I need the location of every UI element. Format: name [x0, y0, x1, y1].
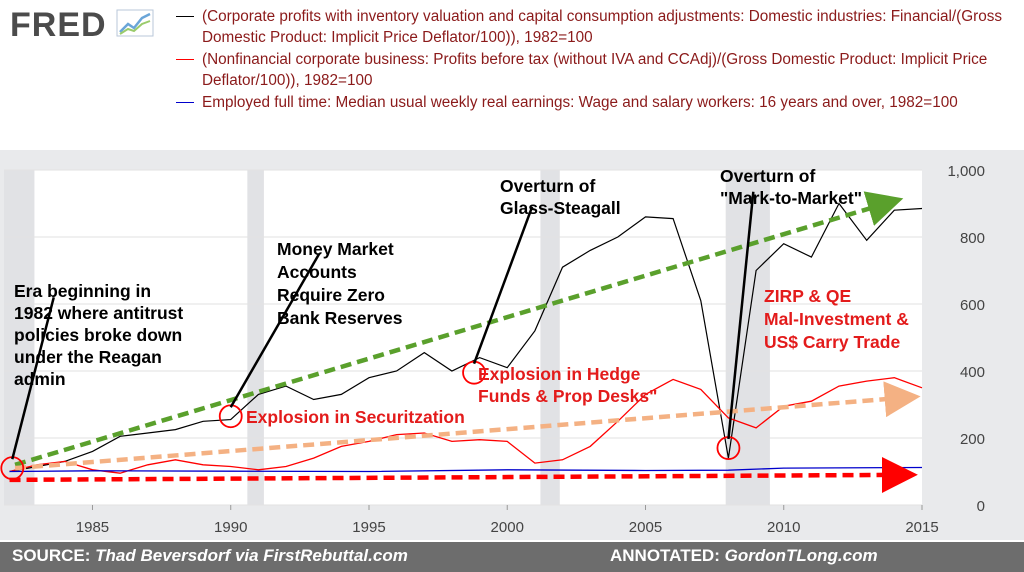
chart-area: 1985 1990 1995 2000 2005 2010 2015 0 200 400 600 80… [0, 150, 1024, 540]
source-label: SOURCE: [12, 546, 91, 565]
annotation-text: Bank Reserves [277, 308, 403, 328]
axis-ticks: 1985 1990 1995 2000 2005 2010 2015 0 200 400 600 80… [76, 163, 985, 536]
x-tick-label: 2000 [491, 519, 524, 536]
annotation-text: under the Reagan [14, 347, 162, 367]
annotation-text: Glass-Steagall [500, 198, 621, 218]
trend-arrow [14, 191, 904, 467]
y-tick-label: 400 [960, 364, 985, 381]
y-tick-label: 200 [960, 431, 985, 448]
annotation-text: Overturn of [720, 166, 815, 186]
annotated-label: ANNOTATED: [610, 546, 720, 565]
fred-logo: FRED [10, 6, 107, 44]
callout-line [229, 253, 321, 408]
legend-item: Employed full time: Median usual weekly … [176, 92, 1016, 113]
legend-label: Employed full time: Median usual weekly … [202, 94, 958, 111]
legend-item: (Nonfinancial corporate business: Profit… [176, 49, 1016, 91]
chart-footer: SOURCE: Thad Beversdorf via FirstRebutta… [0, 542, 1024, 572]
callout-line [727, 191, 755, 440]
annotation-text: policies broke down [14, 325, 182, 345]
trend-arrow [9, 456, 918, 493]
trend-arrow [14, 381, 921, 471]
annotation-text: Mal-Investment & [764, 309, 909, 329]
annotation-text: Explosion in Securitzation [246, 407, 465, 427]
callout-line [472, 206, 534, 365]
chart-legend: (Corporate profits with inventory valuat… [176, 6, 1016, 114]
annotation-era-1982: Era beginning in 1982 where antitrust po… [14, 281, 183, 389]
legend-item: (Corporate profits with inventory valuat… [176, 6, 1016, 48]
annotation-hedge-funds: Explosion in Hedge Funds & Prop Desks" [478, 364, 657, 406]
annotation-text: "Mark-to-Market" [720, 188, 862, 208]
x-tick-label: 1995 [352, 519, 385, 536]
legend-swatch-black [176, 16, 194, 17]
recession-band [725, 170, 770, 505]
annotation-securitization: Explosion in Securitzation [246, 407, 465, 427]
series-line [9, 377, 923, 474]
annotation-text: admin [14, 369, 66, 389]
source-text: Thad Beversdorf via FirstRebuttal.com [95, 546, 408, 565]
trend-arrows [9, 191, 921, 493]
annotation-money-market: Money Market Accounts Require Zero Bank … [277, 239, 403, 328]
recession-band [247, 170, 264, 505]
series-line [9, 466, 923, 473]
annotation-glass-steagall: Overturn of Glass-Steagall [500, 176, 621, 218]
annotation-text: Money Market [277, 239, 394, 259]
x-tick-label: 1990 [214, 519, 247, 536]
footer-annotated: ANNOTATED: GordonTLong.com [610, 546, 878, 566]
x-tick-label: 2010 [767, 519, 800, 536]
annotation-text: ZIRP & QE [764, 286, 851, 306]
annotation-mark-to-market: Overturn of "Mark-to-Market" [720, 166, 862, 208]
chart-svg: 1985 1990 1995 2000 2005 2010 2015 0 200 400 600 80… [0, 163, 985, 536]
annotation-text: Accounts [277, 262, 357, 282]
annotated-text: GordonTLong.com [724, 546, 878, 565]
callout-line [11, 296, 55, 460]
recession-band [4, 170, 35, 505]
annotation-text: Require Zero [277, 285, 385, 305]
y-tick-label: 1,000 [947, 163, 985, 180]
x-tick-label: 2005 [629, 519, 662, 536]
legend-label: (Nonfinancial corporate business: Profit… [202, 51, 988, 89]
annotation-text: Era beginning in [14, 281, 151, 301]
annotation-text: US$ Carry Trade [764, 332, 900, 352]
callout-lines [11, 191, 755, 460]
legend-swatch-red [176, 59, 194, 60]
legend-swatch-blue [176, 102, 194, 103]
y-tick-label: 0 [977, 498, 985, 515]
recession-bands [4, 170, 770, 505]
annotation-zirp-qe: ZIRP & QE Mal-Investment & US$ Carry Tra… [764, 286, 909, 352]
annotation-text: Funds & Prop Desks" [478, 386, 657, 406]
annotation-text: Overturn of [500, 176, 595, 196]
annotation-text: 1982 where antitrust [14, 303, 183, 323]
y-tick-label: 600 [960, 297, 985, 314]
x-tick-label: 1985 [76, 519, 109, 536]
annotation-text: Explosion in Hedge [478, 364, 641, 384]
recession-band [540, 170, 560, 505]
y-tick-label: 800 [960, 230, 985, 247]
legend-label: (Corporate profits with inventory valuat… [202, 8, 1003, 46]
chart-line-icon [116, 9, 154, 37]
chart-header: FRED (Corporate profits with inventory v… [0, 0, 1024, 150]
x-tick-label: 2015 [905, 519, 938, 536]
footer-source: SOURCE: Thad Beversdorf via FirstRebutta… [12, 546, 408, 566]
